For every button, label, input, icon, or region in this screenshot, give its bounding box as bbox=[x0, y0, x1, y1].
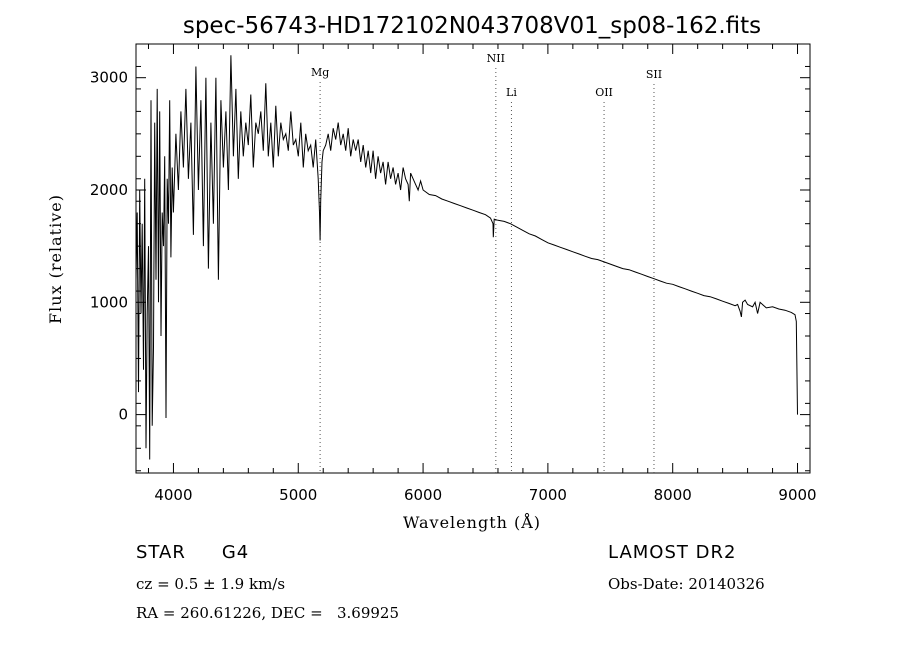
y-axis: 0 1000 2000 3000 bbox=[90, 43, 810, 472]
spectral-line-label: Li bbox=[506, 86, 517, 99]
x-tick-label: 4000 bbox=[154, 486, 192, 504]
y-tick-label: 0 bbox=[118, 406, 128, 424]
survey-label: LAMOST DR2 bbox=[608, 542, 737, 563]
object-type: STAR bbox=[136, 542, 186, 563]
y-tick-label: 3000 bbox=[90, 69, 128, 87]
spectral-line-label: OII bbox=[595, 86, 613, 99]
spectrum-series-line bbox=[135, 55, 798, 460]
y-tick-label: 2000 bbox=[90, 181, 128, 199]
obs-date-label: Obs-Date: 20140326 bbox=[608, 575, 765, 593]
object-subclass: G4 bbox=[221, 542, 250, 563]
x-tick-label: 5000 bbox=[279, 486, 317, 504]
chart-title: spec-56743-HD172102N043708V01_sp08-162.f… bbox=[183, 13, 761, 39]
coordinates-label: RA = 260.61226, DEC = 3.69925 bbox=[136, 604, 400, 622]
spectral-line-label: Mg bbox=[311, 66, 329, 79]
spectral-lines: Mg NII Li OII SII bbox=[311, 52, 662, 473]
x-tick-label: 6000 bbox=[404, 486, 442, 504]
y-axis-label: Flux (relative) bbox=[46, 194, 65, 324]
y-tick-label: 1000 bbox=[90, 293, 128, 311]
x-tick-label: 8000 bbox=[654, 486, 692, 504]
redshift-label: cz = 0.5 ± 1.9 km/s bbox=[136, 575, 286, 593]
x-tick-label: 9000 bbox=[778, 486, 816, 504]
object-class: STAR G4 bbox=[136, 542, 249, 563]
spectral-line-label: SII bbox=[646, 68, 662, 81]
x-tick-label: 7000 bbox=[529, 486, 567, 504]
plot-frame bbox=[135, 43, 811, 474]
spectral-line-label: NII bbox=[487, 52, 505, 65]
x-axis-label: Wavelength (Å) bbox=[403, 512, 541, 532]
x-axis: 4000 5000 6000 7000 8000 9000 bbox=[147, 44, 817, 504]
